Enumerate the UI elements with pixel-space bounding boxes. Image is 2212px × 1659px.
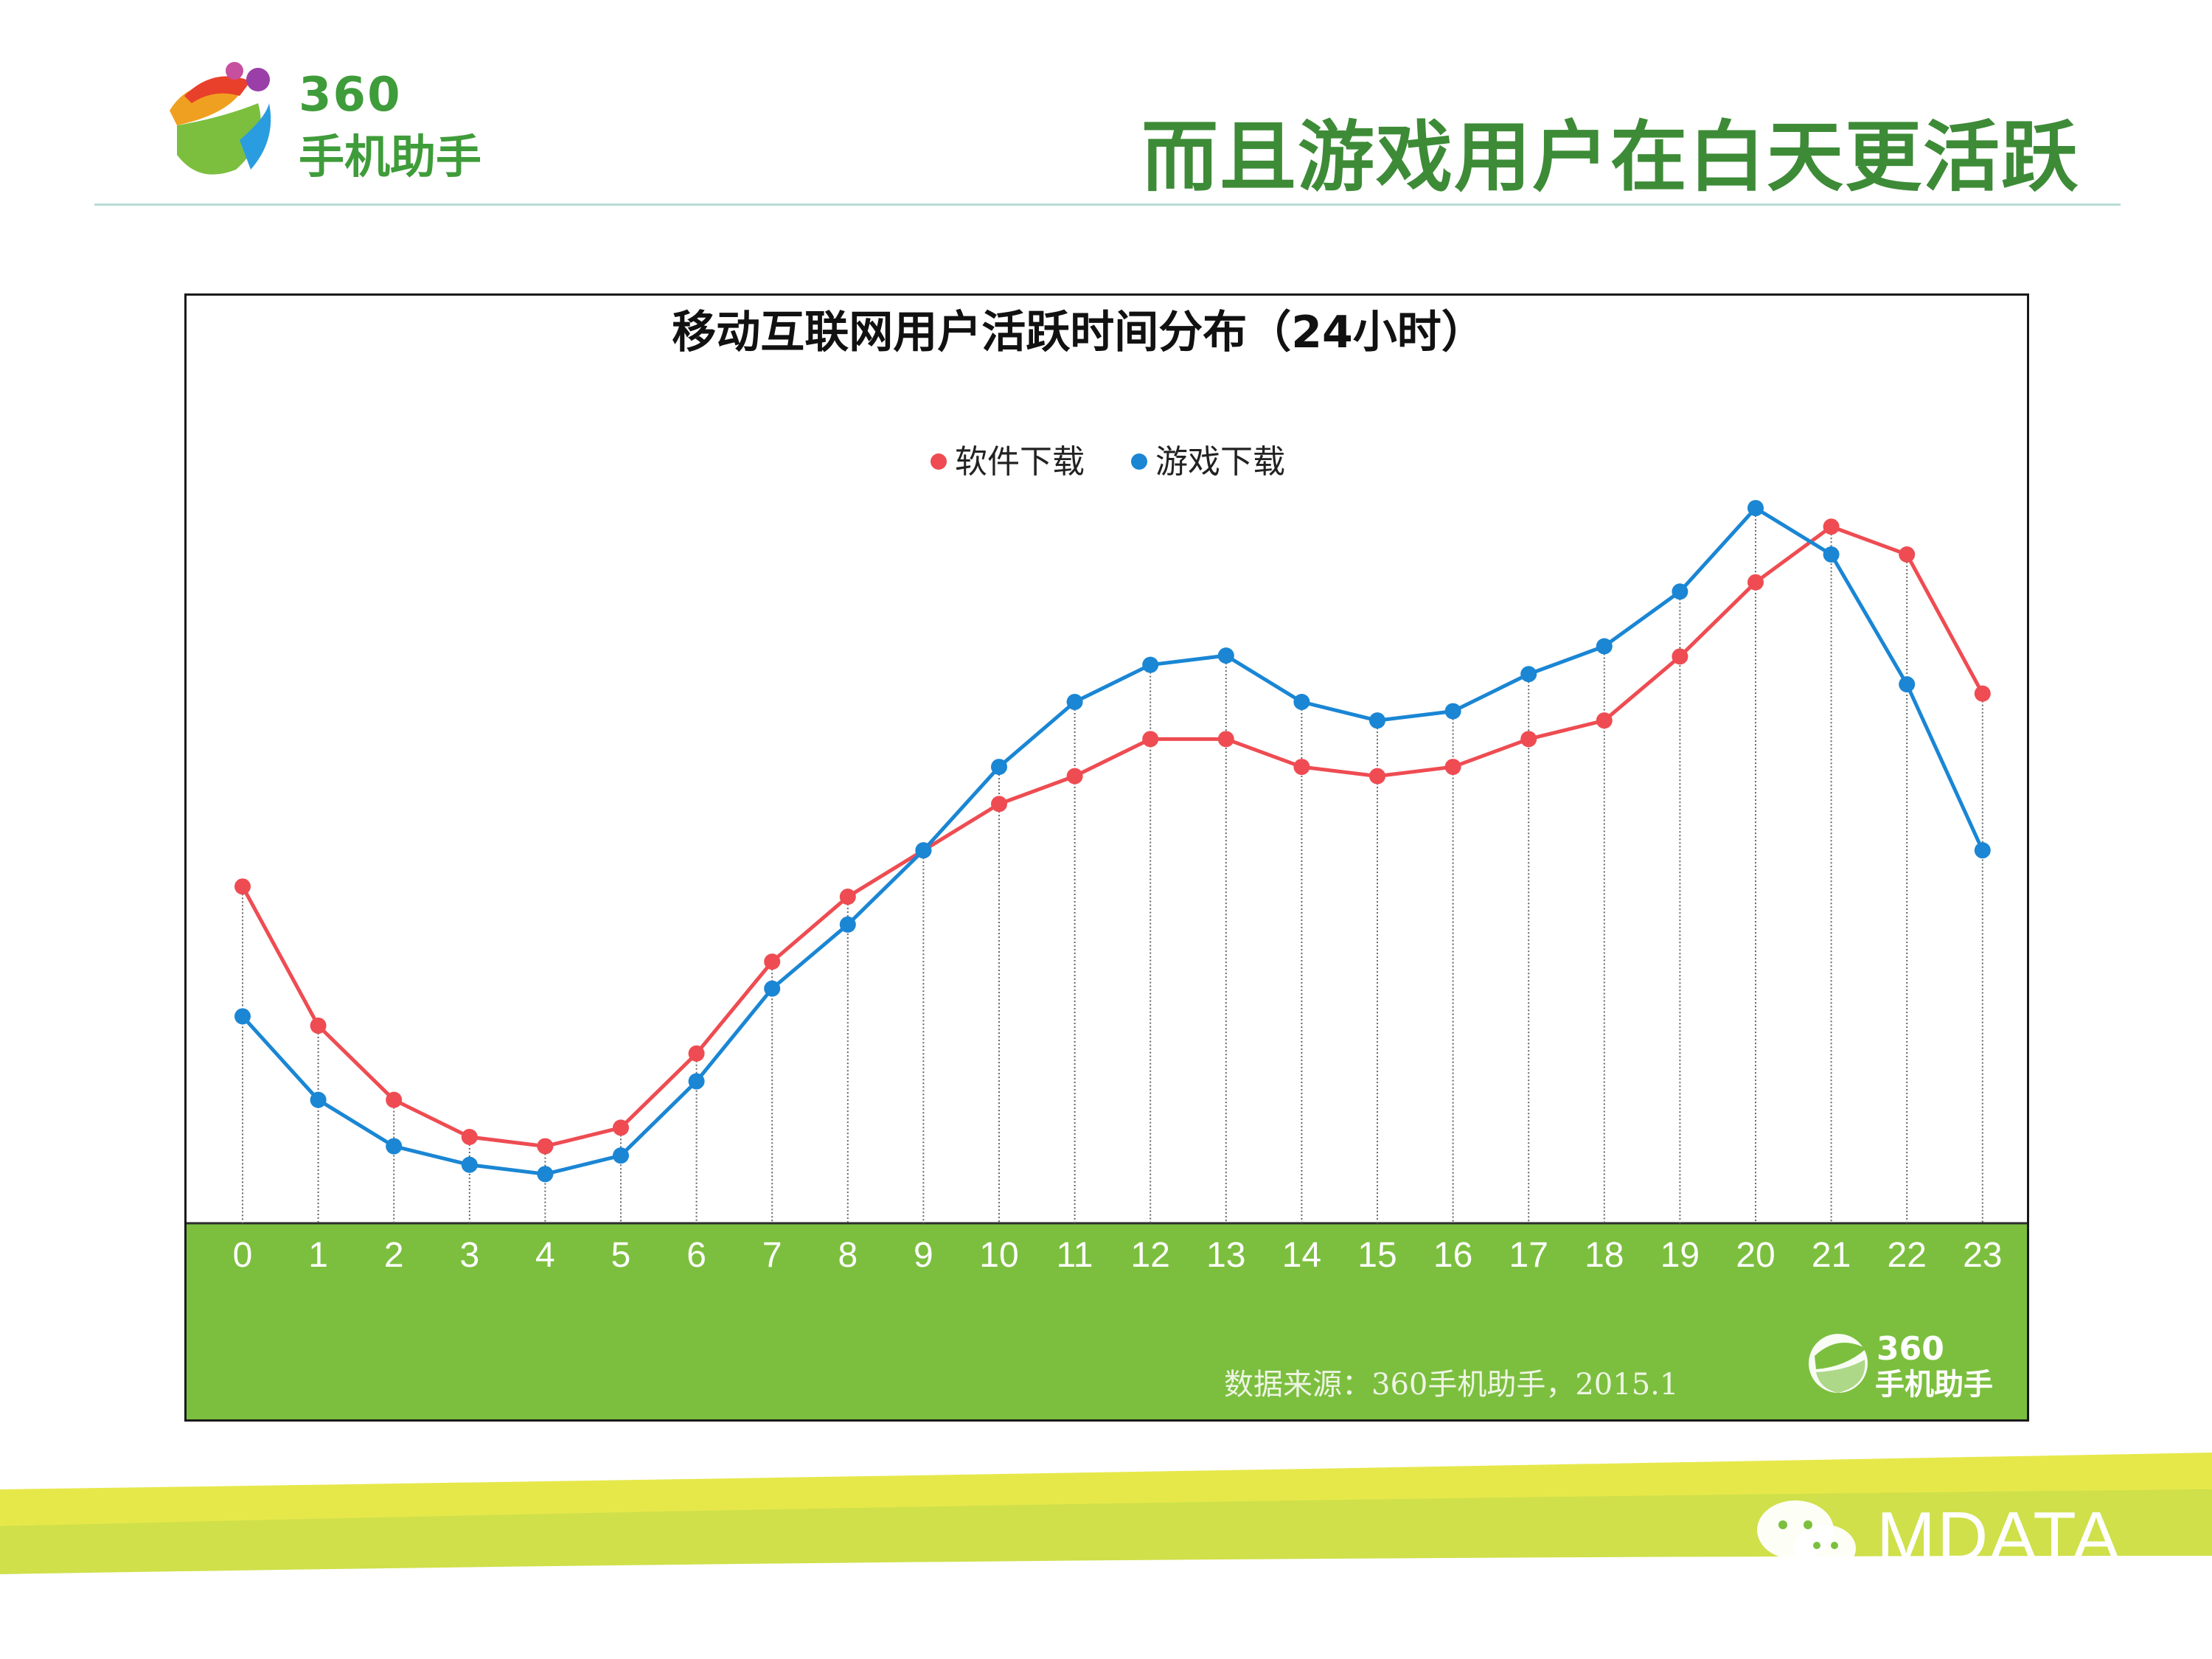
data-point-series-1: [1672, 583, 1688, 600]
drop-lines: [242, 508, 1983, 1223]
data-point-series-1: [1974, 842, 1991, 859]
data-point-series-0: [1520, 731, 1537, 748]
x-tick-label: 10: [979, 1236, 1018, 1275]
x-tick-label: 18: [1585, 1236, 1624, 1275]
data-point-series-0: [1823, 518, 1840, 535]
x-tick-label: 16: [1433, 1236, 1472, 1275]
logo-number: 360: [299, 68, 402, 122]
data-point-series-1: [1899, 676, 1916, 693]
data-point-series-0: [1293, 759, 1310, 776]
data-point-series-1: [386, 1138, 403, 1155]
x-tick-label: 21: [1812, 1236, 1851, 1275]
data-point-series-1: [1823, 546, 1840, 563]
data-point-series-0: [461, 1129, 478, 1146]
legend-marker-game: [1131, 453, 1147, 470]
legend-marker-software: [931, 453, 947, 470]
data-point-series-0: [310, 1018, 327, 1034]
series-lines: [240, 506, 1985, 1176]
x-tick-label: 1: [308, 1236, 328, 1275]
x-tick-label: 9: [914, 1236, 933, 1275]
legend-label-game: 游戏下载: [1155, 443, 1285, 481]
x-tick-label: 4: [535, 1236, 555, 1275]
data-point-series-1: [1066, 694, 1083, 711]
data-point-series-1: [1596, 638, 1613, 655]
x-tick-label: 13: [1206, 1236, 1245, 1275]
footer-subtitle: 中国手机应用行业趋势绿皮书: [1593, 1573, 2072, 1615]
data-point-series-0: [991, 796, 1007, 813]
data-point-series-1: [688, 1073, 705, 1090]
x-tick-label: 20: [1736, 1236, 1775, 1275]
page-title: 而且游戏用户在白天更活跃: [1141, 112, 2079, 202]
chart-title: 移动互联网用户活跃时间分布（24小时）: [672, 307, 1486, 358]
band-logo: 360 手机助手: [1809, 1330, 1993, 1402]
data-point-series-0: [1899, 546, 1916, 563]
logo-name: 手机助手: [299, 130, 482, 184]
data-source-note: 数据来源：360手机助手，2015.1: [1224, 1368, 1679, 1402]
data-point-series-0: [386, 1091, 403, 1108]
data-point-series-1: [1747, 500, 1764, 517]
series-line-0: [240, 524, 1984, 1149]
footer-swoosh: [0, 1453, 2212, 1659]
data-point-series-0: [1747, 574, 1764, 591]
data-point-series-0: [1444, 759, 1461, 776]
data-point-series-1: [1142, 656, 1159, 673]
x-tick-label: 19: [1660, 1236, 1700, 1275]
data-point-series-1: [537, 1166, 554, 1183]
data-point-series-0: [1369, 768, 1385, 785]
data-point-series-0: [1066, 768, 1083, 785]
data-point-series-1: [234, 1008, 251, 1025]
data-point-series-0: [537, 1138, 554, 1155]
data-point-series-1: [310, 1091, 327, 1108]
data-point-series-0: [839, 888, 856, 905]
data-point-series-0: [1974, 685, 1991, 702]
data-point-series-1: [1293, 694, 1310, 711]
header-divider: [94, 204, 2121, 206]
chart-legend: 软件下载 游戏下载: [931, 443, 1285, 481]
x-axis-band: [187, 1223, 2027, 1419]
x-tick-label: 0: [233, 1236, 253, 1275]
data-point-series-0: [1142, 731, 1159, 748]
x-tick-label: 14: [1282, 1236, 1321, 1275]
data-point-series-1: [991, 759, 1007, 776]
x-tick-label: 17: [1509, 1236, 1548, 1275]
data-point-series-1: [915, 842, 932, 859]
data-point-series-0: [688, 1045, 705, 1062]
x-tick-labels: 0 1 2 3 4 5 6 7 8 9 10 11 12 13 14 15 16 17 18 19 20 21 22 23: [233, 1236, 2003, 1275]
wechat-icon: [1757, 1500, 1856, 1572]
data-point-series-0: [1672, 648, 1688, 665]
data-point-series-0: [1596, 712, 1613, 729]
series-line-1: [241, 506, 1985, 1176]
x-tick-label: 23: [1963, 1236, 2002, 1275]
data-point-series-0: [1217, 731, 1234, 748]
x-tick-label: 3: [459, 1236, 479, 1275]
data-point-series-0: [613, 1119, 629, 1136]
band-logo-name: 手机助手: [1875, 1368, 1993, 1402]
x-tick-label: 7: [762, 1236, 782, 1275]
data-point-series-0: [234, 878, 251, 895]
x-tick-label: 6: [686, 1236, 706, 1275]
x-tick-label: 2: [384, 1236, 404, 1275]
x-tick-label: 22: [1888, 1236, 1927, 1275]
data-points: [234, 500, 1991, 1183]
footer-brand: MDATA: [1877, 1498, 2121, 1576]
data-point-series-1: [461, 1156, 478, 1173]
x-tick-label: 15: [1357, 1236, 1397, 1275]
x-tick-label: 8: [838, 1236, 858, 1275]
data-point-series-1: [1369, 712, 1385, 729]
band-logo-number: 360: [1877, 1330, 1944, 1368]
data-point-series-1: [1520, 666, 1537, 683]
data-point-series-1: [839, 916, 856, 933]
data-point-series-1: [613, 1147, 629, 1164]
x-tick-label: 5: [611, 1236, 631, 1275]
data-point-series-0: [764, 953, 781, 970]
x-tick-label: 12: [1131, 1236, 1170, 1275]
data-point-series-1: [764, 980, 781, 997]
data-point-series-1: [1217, 647, 1234, 664]
legend-label-software: 软件下载: [955, 443, 1085, 481]
logo-icon: [164, 62, 271, 182]
data-point-series-1: [1444, 703, 1461, 720]
x-tick-label: 11: [1057, 1236, 1093, 1275]
